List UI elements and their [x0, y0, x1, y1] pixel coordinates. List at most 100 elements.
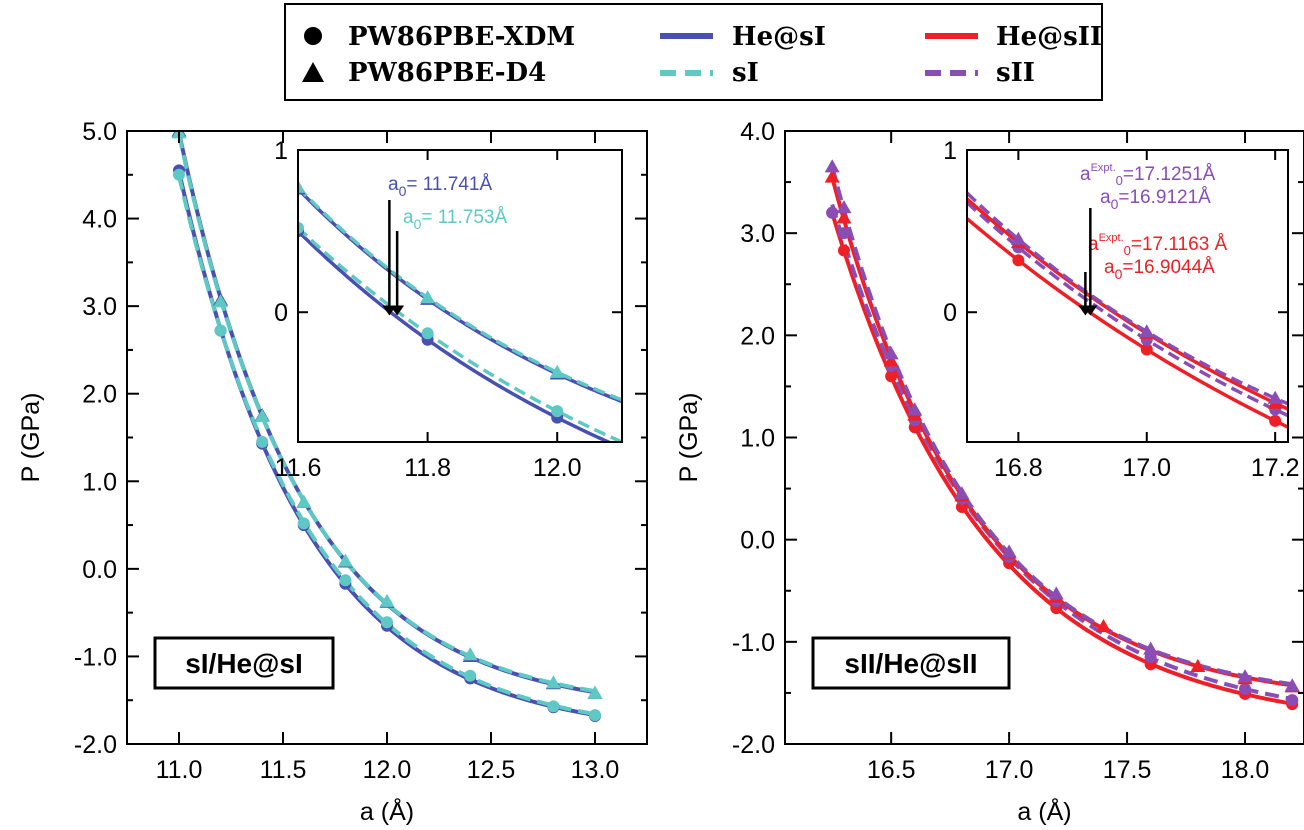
panel-sii-xtick-label: 17.5	[1103, 756, 1152, 784]
panel-si-xtick-label: 12.5	[467, 756, 516, 784]
inset-si-point-circle	[298, 221, 304, 234]
panel-si-point-circle	[339, 574, 352, 587]
panel-si-xtick-label: 12.0	[363, 756, 412, 784]
panel-si-xtick-label: 11.5	[260, 756, 307, 784]
panel-sii-ytick-label: -1.0	[732, 629, 775, 657]
legend-label-d4: PW86PBE-D4	[348, 58, 546, 88]
panel-label-si: sI/He@sI	[185, 648, 303, 679]
panel-si-point-triangle	[337, 553, 353, 567]
panel-sii-point-triangle	[883, 353, 899, 367]
inset-sii-point-circle	[1012, 254, 1025, 267]
annotation-a0-he-sii-part: =16.9044Å	[1122, 257, 1215, 278]
inset-si-point-triangle	[298, 179, 306, 193]
panel-si-ytick-label: -2.0	[74, 731, 117, 759]
panel-sii-point-circle	[1239, 682, 1252, 695]
panel-sii-xtick-label: 18.0	[1221, 756, 1270, 784]
annotation-a0-he-sii-part: a	[1104, 257, 1115, 278]
arrow-si-head	[390, 305, 405, 316]
inset-sii-point-triangle	[1139, 324, 1155, 338]
inset-si-plot	[298, 179, 622, 442]
panel-label-si-frame	[153, 636, 335, 690]
panel-sii-plot	[824, 159, 1300, 711]
inset-si-series-line-3	[298, 186, 622, 402]
annotation-expt-he-sii: aExpt.0=17.1163 Å	[1088, 232, 1228, 258]
panel-si-point-circle	[173, 168, 185, 181]
panel-sii-point-triangle	[1190, 658, 1206, 672]
panel-si: 11.0 11.5 12.0 12.5 13.0 -2.0 -1.0 0.0 1.0 2.0 3.0…	[17, 118, 648, 826]
annotation-a0-si-part: = 11.753Å	[421, 207, 507, 228]
inset-si-series-line-1	[298, 226, 622, 442]
panel-sii-point-triangle	[1095, 619, 1111, 633]
panel-sii-point-triangle	[836, 200, 852, 214]
panel-si-ytick-label: 3.0	[82, 293, 117, 321]
panel-sii-point-triangle	[1048, 586, 1064, 600]
annotation-a0-he-sii-part: 0	[1115, 266, 1123, 282]
inset-sii-point-circle	[1140, 343, 1153, 356]
panel-sii-point-circle	[837, 244, 850, 257]
inset-sii-series-line-1	[967, 201, 1288, 418]
panel-si-point-triangle	[379, 593, 395, 607]
inset-sii-point-circle	[1269, 414, 1282, 427]
panel-sii-point-triangle	[836, 210, 852, 224]
panel-si-ytick-label: 1.0	[82, 468, 117, 496]
panel-sii-ytick-label: 2.0	[740, 322, 775, 350]
panel-sii-ytick-label: 1.0	[740, 425, 775, 453]
panel-sii-point-circle	[826, 206, 839, 219]
inset-si-ytick-label: 0	[274, 299, 288, 327]
inset-sii-xtick-label: 17.2	[1251, 454, 1300, 482]
panel-sii-xtick-label: 17.0	[985, 756, 1034, 784]
inset-si-bg	[298, 150, 622, 442]
panel-si-plot	[171, 131, 603, 722]
panel-sii-point-triangle	[1237, 669, 1253, 683]
annotation-a0-si-part: a	[403, 207, 414, 228]
inset-si-point-triangle	[420, 290, 436, 304]
panel-si-ytick-label: 5.0	[82, 118, 117, 146]
panel-si-series-line-1	[177, 175, 596, 717]
annotation-expt-he-sii-part: =17.1163 Å	[1131, 234, 1228, 255]
inset-sii-point-triangle	[1010, 231, 1026, 245]
annotation-a0-he-si: a0= 11.741Å	[388, 174, 492, 199]
panel-si-ytick-label: -1.0	[74, 643, 117, 671]
panel-si-xtick-label: 13.0	[571, 756, 620, 784]
panel-si-point-circle	[256, 435, 269, 448]
inset-si-frame	[297, 149, 623, 443]
annotation-expt-sii-part: a	[1080, 164, 1091, 185]
inset-si-point-circle	[551, 405, 564, 418]
annotation-a0-si-part: 0	[414, 216, 422, 232]
panel-si-point-triangle	[213, 294, 229, 308]
panel-si-ytick-label: 0.0	[82, 556, 117, 584]
inset-sii-bg	[967, 150, 1288, 442]
panel-sii-point-triangle	[1001, 544, 1017, 558]
inset-sii-ytick-label: 0	[943, 299, 957, 327]
legend-label-he-sii: He@sII	[996, 22, 1102, 52]
legend-label-xdm: PW86PBE-XDM	[348, 22, 575, 52]
legend-marker-xdm	[304, 27, 322, 45]
panel-si-point-triangle	[545, 675, 561, 689]
annotation-expt-he-sii-part: Expt.	[1099, 232, 1124, 244]
panel-sii-ytick-label: 3.0	[740, 220, 775, 248]
panel-si-point-triangle	[296, 494, 312, 508]
panel-sii-point-triangle	[883, 346, 899, 360]
inset-si-xtick-label: 12.0	[533, 454, 582, 482]
inset-sii-plot	[967, 191, 1288, 429]
annotation-expt-sii-part: =17.1251Å	[1123, 164, 1216, 185]
panel-si-ytick-label: 2.0	[82, 381, 117, 409]
panel-sii-point-triangle	[824, 159, 840, 173]
annotation-expt-he-sii-part: a	[1088, 234, 1099, 255]
panel-si-xlabel: a (Å)	[360, 796, 414, 826]
legend-label-si: sI	[732, 58, 759, 88]
panel-sii-xtick-label: 16.5	[867, 756, 916, 784]
inset-si: 11.6 11.8 12.0 0 1	[274, 137, 623, 482]
annotation-a0-sii-part: =16.9121Å	[1118, 187, 1211, 208]
panel-sii-xlabel: a (Å)	[1017, 796, 1071, 826]
inset-si-point-circle	[421, 327, 434, 340]
panel-sii-point-circle	[1286, 694, 1299, 707]
panel-si-point-triangle	[254, 408, 270, 423]
inset-si-xtick-label: 11.8	[404, 454, 451, 482]
inset-sii-xtick-label: 16.8	[994, 454, 1043, 482]
annotation-a0-he-si-part: = 11.741Å	[406, 174, 492, 195]
panel-sii-ytick-label: 4.0	[740, 118, 775, 146]
legend-marker-d4	[302, 62, 324, 82]
panel-sii-ytick-label: 0.0	[740, 527, 775, 555]
